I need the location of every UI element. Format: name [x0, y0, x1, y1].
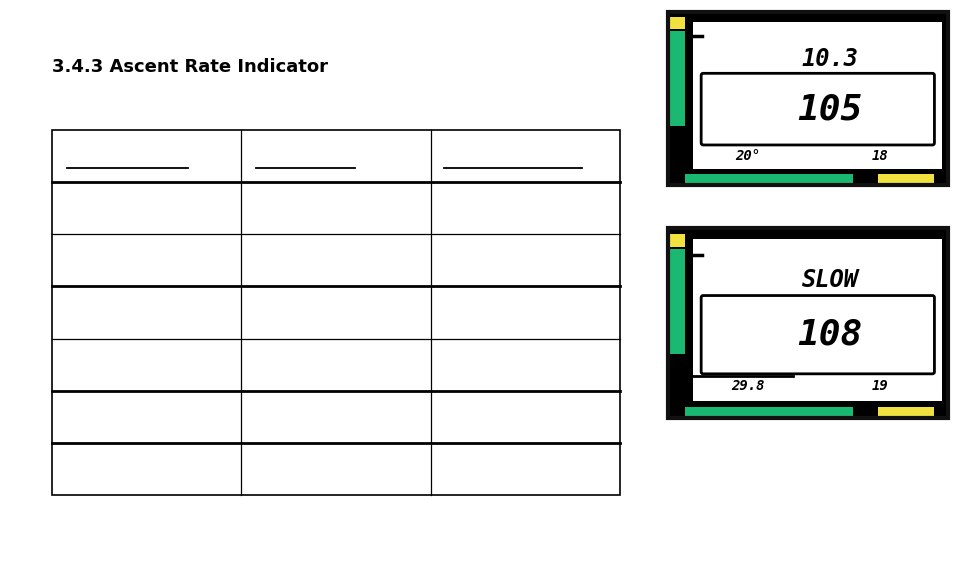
- Text: 20°: 20°: [735, 149, 760, 163]
- Text: 19: 19: [871, 379, 887, 393]
- Text: 3.4.3 Ascent Rate Indicator: 3.4.3 Ascent Rate Indicator: [52, 58, 328, 76]
- Bar: [669, 32, 684, 126]
- Bar: [684, 406, 852, 416]
- Bar: [877, 174, 933, 183]
- Bar: [669, 234, 684, 247]
- FancyBboxPatch shape: [700, 296, 933, 374]
- Bar: [667, 228, 947, 418]
- Text: 18: 18: [871, 149, 887, 163]
- Text: 108: 108: [797, 317, 862, 352]
- Text: 105: 105: [797, 92, 862, 126]
- Bar: [693, 239, 942, 401]
- Bar: [877, 406, 933, 416]
- Bar: [684, 174, 852, 183]
- FancyBboxPatch shape: [700, 73, 933, 145]
- Bar: [669, 17, 684, 29]
- Bar: [52, 130, 619, 495]
- Text: SLOW: SLOW: [801, 268, 858, 292]
- Text: 29.8: 29.8: [731, 379, 764, 393]
- Bar: [693, 22, 942, 169]
- Bar: [669, 249, 684, 354]
- Bar: [667, 228, 947, 418]
- Bar: [667, 12, 947, 185]
- Bar: [667, 12, 947, 185]
- Text: 10.3: 10.3: [801, 47, 858, 71]
